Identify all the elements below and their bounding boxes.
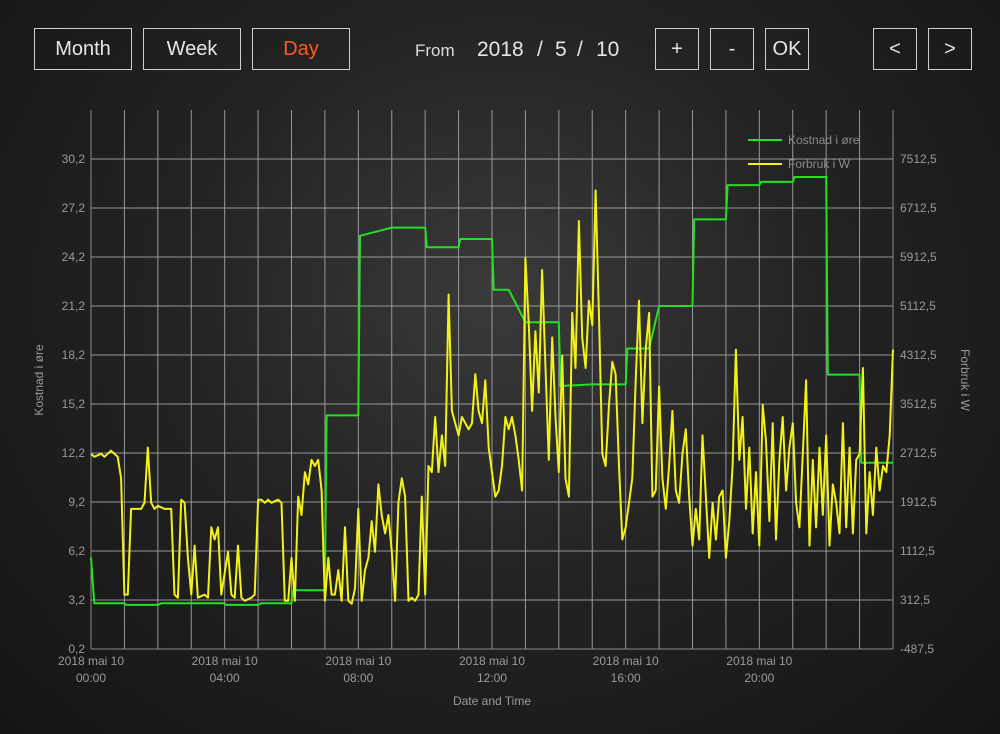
right-tick-label: 5912,5 bbox=[900, 250, 937, 264]
x-tick-date-label: 2018 mai 10 bbox=[726, 654, 792, 668]
previous-period-button[interactable]: < bbox=[873, 28, 917, 70]
left-tick-label: 6,2 bbox=[68, 544, 85, 558]
date-day: 10 bbox=[596, 38, 620, 61]
x-tick-time-label: 20:00 bbox=[744, 671, 774, 685]
left-tick-label: 15,2 bbox=[62, 397, 86, 411]
date-month: 5 bbox=[555, 38, 567, 61]
x-tick-time-label: 00:00 bbox=[76, 671, 106, 685]
x-tick-time-label: 12:00 bbox=[477, 671, 507, 685]
left-axis-label: Kostnad i øre bbox=[32, 344, 46, 416]
x-tick-time-label: 08:00 bbox=[343, 671, 373, 685]
cost-series-line bbox=[90, 176, 893, 606]
left-tick-label: 24,2 bbox=[62, 250, 86, 264]
right-tick-label: 1912,5 bbox=[900, 495, 937, 509]
right-tick-label: 6712,5 bbox=[900, 201, 937, 215]
x-tick-time-label: 04:00 bbox=[210, 671, 240, 685]
date-separator: / bbox=[537, 38, 543, 61]
power-series-line bbox=[90, 189, 894, 605]
ok-button[interactable]: OK bbox=[765, 28, 809, 70]
legend-label-power: Forbruk i W bbox=[788, 157, 851, 171]
right-tick-label: 3512,5 bbox=[900, 397, 937, 411]
x-axis-label: Date and Time bbox=[453, 694, 531, 708]
right-tick-label: 5112,5 bbox=[900, 299, 936, 313]
from-label: From bbox=[415, 41, 455, 60]
x-tick-time-label: 16:00 bbox=[611, 671, 641, 685]
right-tick-label: 312,5 bbox=[900, 593, 930, 607]
x-tick-date-label: 2018 mai 10 bbox=[459, 654, 525, 668]
week-button[interactable]: Week bbox=[143, 28, 241, 70]
x-tick-date-label: 2018 mai 10 bbox=[58, 654, 124, 668]
x-tick-date-label: 2018 mai 10 bbox=[192, 654, 258, 668]
right-tick-label: 1112,5 bbox=[900, 544, 935, 558]
left-tick-label: 30,2 bbox=[62, 152, 86, 166]
x-tick-date-label: 2018 mai 10 bbox=[325, 654, 391, 668]
date-year: 2018 bbox=[477, 38, 524, 61]
left-tick-label: 0,2 bbox=[68, 642, 85, 656]
right-axis-label: Forbruk i W bbox=[958, 349, 972, 412]
left-tick-label: 21,2 bbox=[62, 299, 86, 313]
date-separator: / bbox=[577, 38, 583, 61]
right-tick-label: 7512,5 bbox=[900, 152, 937, 166]
left-tick-label: 18,2 bbox=[62, 348, 86, 362]
day-button[interactable]: Day bbox=[252, 28, 350, 70]
right-tick-label: 2712,5 bbox=[900, 446, 937, 460]
x-tick-date-label: 2018 mai 10 bbox=[593, 654, 659, 668]
decrement-date-button[interactable]: - bbox=[710, 28, 754, 70]
increment-date-button[interactable]: + bbox=[655, 28, 699, 70]
left-tick-label: 3,2 bbox=[68, 593, 85, 607]
legend-label-cost: Kostnad i øre bbox=[788, 133, 860, 147]
next-period-button[interactable]: > bbox=[928, 28, 972, 70]
right-tick-label: -487,5 bbox=[900, 642, 934, 656]
month-button[interactable]: Month bbox=[34, 28, 132, 70]
left-tick-label: 9,2 bbox=[68, 495, 85, 509]
left-tick-label: 27,2 bbox=[62, 201, 86, 215]
left-tick-label: 12,2 bbox=[62, 446, 86, 460]
right-tick-label: 4312,5 bbox=[900, 348, 937, 362]
